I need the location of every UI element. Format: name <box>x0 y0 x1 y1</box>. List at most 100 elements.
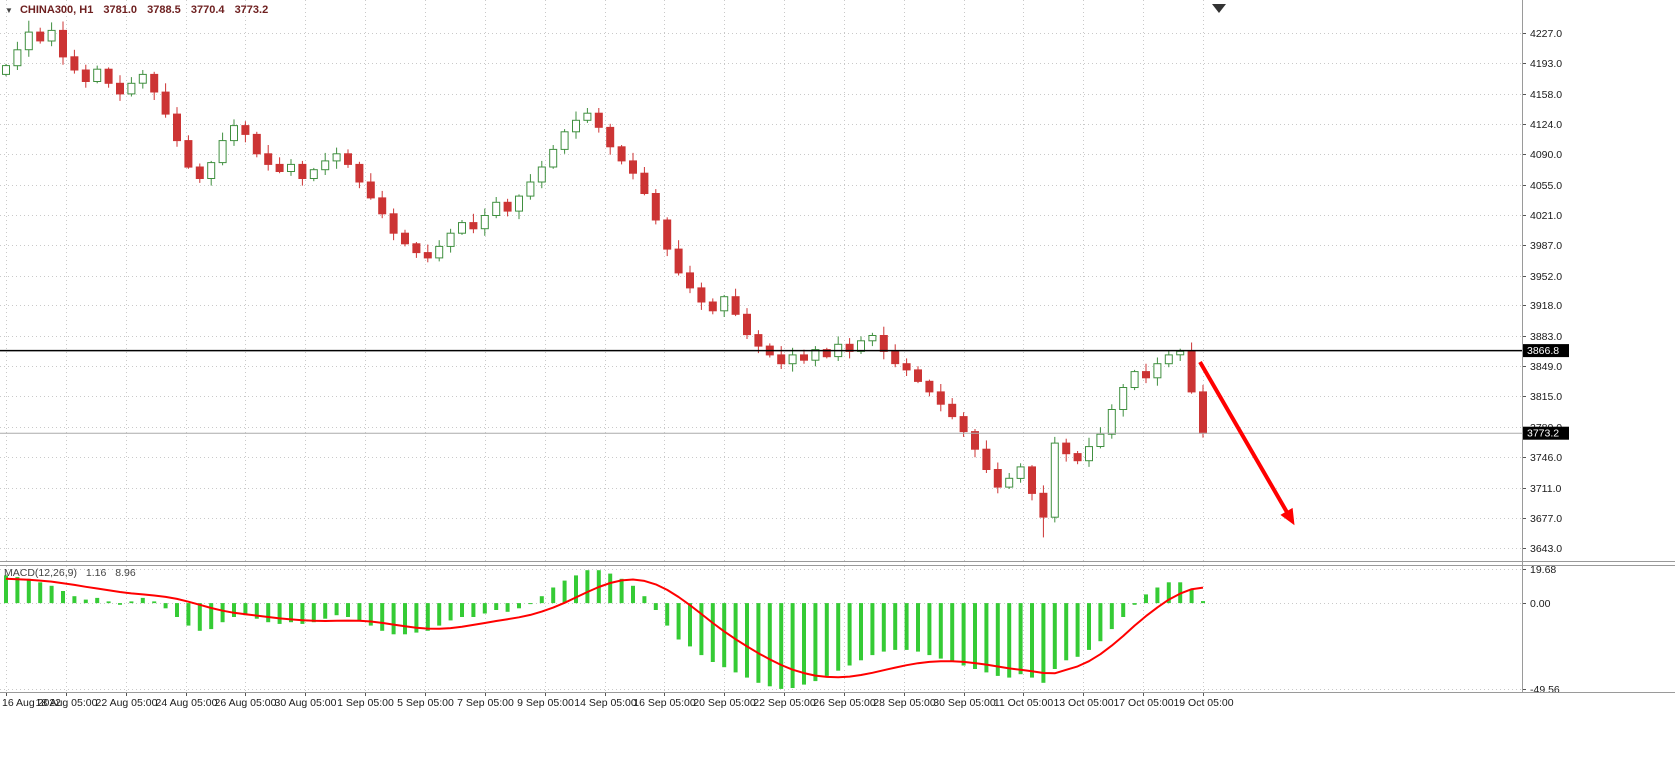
time-axis-label: 14 Sep 05:00 <box>574 697 637 709</box>
candle-body <box>902 363 911 371</box>
symbol-dropdown-icon[interactable]: ▼ <box>5 6 13 15</box>
candle <box>1016 463 1025 483</box>
candle <box>948 398 957 420</box>
macd-bar <box>300 603 305 624</box>
candle <box>845 338 854 359</box>
candle-body <box>857 340 865 352</box>
macd-axis-label: 19.68 <box>1530 564 1556 576</box>
candle <box>640 167 649 196</box>
candle <box>252 131 261 158</box>
candle-body <box>754 334 763 347</box>
macd-bar <box>722 603 727 668</box>
candle <box>606 123 615 155</box>
candle-body <box>218 140 227 164</box>
price-axis[interactable]: 4227.0 4193.0 4158.0 4124.0 4090.0 4055.0 4021… <box>1522 28 1569 696</box>
macd-bar <box>1018 603 1023 675</box>
trend-arrow-head[interactable] <box>1280 507 1295 526</box>
candle <box>993 462 1002 494</box>
candle <box>686 265 694 294</box>
macd-bar <box>665 603 670 626</box>
macd-bar <box>197 603 202 631</box>
candle <box>59 21 67 65</box>
time-axis-label: 1 Sep 05:00 <box>337 697 394 709</box>
macd-bar <box>152 601 157 604</box>
macd-bar <box>380 603 385 631</box>
price-axis-label: 3987.0 <box>1530 240 1562 252</box>
macd-bar <box>357 603 362 621</box>
macd-bar <box>619 578 624 604</box>
candle-body <box>492 201 501 217</box>
candle-body <box>708 301 717 312</box>
candle-body <box>47 29 56 42</box>
time-axis-label: 30 Aug 05:00 <box>275 697 337 709</box>
chart-shift-marker[interactable] <box>1212 4 1226 13</box>
candle-body <box>777 354 786 365</box>
candle-body <box>1073 453 1082 462</box>
macd-bar <box>403 603 407 635</box>
candle <box>1085 437 1093 467</box>
macd-bar <box>460 603 464 617</box>
time-axis-label: 16 Sep 05:00 <box>633 697 696 709</box>
candle <box>811 346 820 367</box>
macd-bar <box>15 577 20 604</box>
candles <box>2 20 1207 538</box>
macd-bar <box>425 603 430 631</box>
candle-body <box>469 222 478 230</box>
macd-bar <box>1007 603 1012 678</box>
candle-body <box>993 469 1002 488</box>
price-axis-label: 3677.0 <box>1530 513 1562 525</box>
candle-body <box>914 369 922 382</box>
price-axis-label: 4193.0 <box>1530 58 1562 70</box>
macd-bar <box>1052 603 1057 669</box>
candle <box>218 132 227 166</box>
candle <box>800 349 808 364</box>
trend-arrow-shaft[interactable] <box>1198 360 1290 516</box>
macd-bar <box>209 603 214 630</box>
time-axis-label: 28 Sep 05:00 <box>873 697 936 709</box>
macd-bar <box>140 597 145 604</box>
candle-body <box>344 153 352 165</box>
trend-arrow-annotation[interactable] <box>1198 360 1295 526</box>
macd-bar <box>95 597 100 604</box>
candle-body <box>230 125 238 142</box>
candle <box>492 197 501 219</box>
time-axis-label: 9 Sep 05:00 <box>517 697 574 709</box>
candle-body <box>36 31 45 42</box>
macd-bar <box>1189 589 1194 604</box>
macd-bar <box>1144 594 1148 604</box>
candle-body <box>537 166 546 183</box>
candle <box>1062 438 1071 462</box>
time-axis-label: 13 Oct 05:00 <box>1053 697 1113 709</box>
macd-bar <box>1064 603 1069 661</box>
macd-bar <box>391 603 396 635</box>
macd-bar <box>710 603 715 662</box>
macd-bar <box>1030 603 1034 678</box>
candle <box>1028 465 1036 501</box>
time-axis-label: 30 Sep 05:00 <box>933 697 996 709</box>
macd-axis-label: 0.00 <box>1530 598 1551 610</box>
macd-bar <box>471 603 476 617</box>
candle <box>138 70 147 89</box>
candle <box>1005 473 1014 489</box>
candle <box>378 190 387 219</box>
candle <box>731 288 740 317</box>
candle-body <box>720 296 729 312</box>
candle <box>583 108 592 123</box>
candle-body <box>423 252 432 259</box>
macd-bar <box>733 603 738 673</box>
macd-bar <box>779 603 784 689</box>
price-axis-label: 4158.0 <box>1530 89 1562 101</box>
candle-body <box>116 82 124 95</box>
candle <box>1073 451 1082 465</box>
candle <box>1130 369 1139 391</box>
candle-body <box>959 416 968 433</box>
candle-body <box>458 222 466 234</box>
macd-bar <box>186 603 191 626</box>
candle <box>469 213 478 234</box>
candle-body <box>515 195 523 212</box>
macd-bar <box>756 603 761 683</box>
candle-body <box>173 113 181 142</box>
candle <box>936 384 945 412</box>
